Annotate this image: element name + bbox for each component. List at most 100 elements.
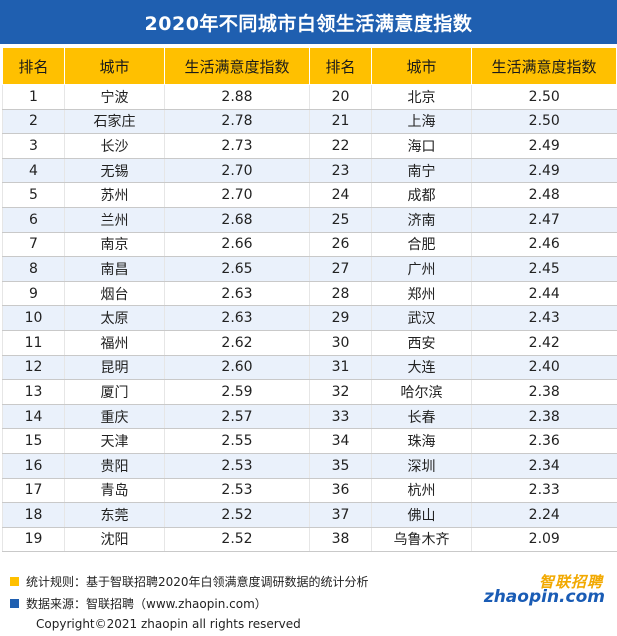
city-cell-right: 乌鲁木齐 <box>371 527 472 553</box>
table-row: 2 石家庄 2.78 21 上海 2.50 <box>2 109 617 135</box>
table-row: 1 宁波 2.88 20 北京 2.50 <box>2 84 617 110</box>
city-cell-right: 武汉 <box>371 305 472 331</box>
rank-cell-right: 38 <box>309 527 372 553</box>
index-cell-left: 2.65 <box>164 256 310 282</box>
index-cell-right: 2.34 <box>471 453 617 479</box>
table-row: 7 南京 2.66 26 合肥 2.46 <box>2 232 617 258</box>
city-cell-left: 烟台 <box>64 281 165 307</box>
city-cell-left: 长沙 <box>64 133 165 159</box>
rank-cell-left: 12 <box>2 355 65 381</box>
footnote-source-text: 数据来源：智联招聘（www.zhaopin.com） <box>26 597 267 611</box>
rank-cell-right: 28 <box>309 281 372 307</box>
rank-cell-left: 6 <box>2 207 65 233</box>
index-cell-left: 2.62 <box>164 330 310 356</box>
footnote-rule-text: 统计规则：基于智联招聘2020年白领满意度调研数据的统计分析 <box>26 575 369 589</box>
blue-square-icon <box>10 599 19 608</box>
rank-cell-right: 24 <box>309 182 372 208</box>
index-cell-right: 2.24 <box>471 502 617 528</box>
rank-cell-left: 3 <box>2 133 65 159</box>
logo-cn-text: 智联招聘 <box>538 573 603 591</box>
city-cell-left: 南京 <box>64 232 165 258</box>
table-row: 14 重庆 2.57 33 长春 2.38 <box>2 404 617 430</box>
index-cell-right: 2.44 <box>471 281 617 307</box>
rank-cell-right: 29 <box>309 305 372 331</box>
index-cell-left: 2.55 <box>164 428 310 454</box>
rank-cell-left: 17 <box>2 478 65 504</box>
city-cell-left: 青岛 <box>64 478 165 504</box>
rank-cell-right: 34 <box>309 428 372 454</box>
logo-en-text: zhaopin.com <box>483 587 605 607</box>
table-row: 8 南昌 2.65 27 广州 2.45 <box>2 256 617 282</box>
table-row: 13 厦门 2.59 32 哈尔滨 2.38 <box>2 379 617 405</box>
index-cell-right: 2.45 <box>471 256 617 282</box>
rank-cell-left: 11 <box>2 330 65 356</box>
city-cell-right: 长春 <box>371 404 472 430</box>
rank-cell-right: 27 <box>309 256 372 282</box>
city-cell-right: 成都 <box>371 182 472 208</box>
yellow-square-icon <box>10 577 19 586</box>
rank-cell-left: 5 <box>2 182 65 208</box>
header-index-right: 生活满意度指数 <box>471 47 617 85</box>
rank-cell-left: 2 <box>2 109 65 135</box>
city-cell-right: 珠海 <box>371 428 472 454</box>
rank-cell-left: 14 <box>2 404 65 430</box>
city-cell-right: 深圳 <box>371 453 472 479</box>
index-cell-left: 2.70 <box>164 182 310 208</box>
city-cell-right: 海口 <box>371 133 472 159</box>
city-cell-left: 昆明 <box>64 355 165 381</box>
city-cell-left: 太原 <box>64 305 165 331</box>
index-cell-left: 2.59 <box>164 379 310 405</box>
index-cell-right: 2.43 <box>471 305 617 331</box>
index-cell-right: 2.38 <box>471 404 617 430</box>
index-cell-left: 2.60 <box>164 355 310 381</box>
city-cell-right: 上海 <box>371 109 472 135</box>
header-city-left: 城市 <box>64 47 165 85</box>
table-row: 3 长沙 2.73 22 海口 2.49 <box>2 133 617 159</box>
index-cell-left: 2.63 <box>164 281 310 307</box>
rank-cell-left: 15 <box>2 428 65 454</box>
index-cell-left: 2.52 <box>164 527 310 553</box>
city-cell-left: 天津 <box>64 428 165 454</box>
city-cell-left: 重庆 <box>64 404 165 430</box>
header-rank-right: 排名 <box>309 47 372 85</box>
table-row: 11 福州 2.62 30 西安 2.42 <box>2 330 617 356</box>
city-cell-right: 合肥 <box>371 232 472 258</box>
city-cell-right: 广州 <box>371 256 472 282</box>
index-cell-left: 2.70 <box>164 158 310 184</box>
city-cell-left: 沈阳 <box>64 527 165 553</box>
city-cell-right: 济南 <box>371 207 472 233</box>
index-cell-right: 2.33 <box>471 478 617 504</box>
city-cell-left: 宁波 <box>64 84 165 110</box>
table-row: 9 烟台 2.63 28 郑州 2.44 <box>2 281 617 307</box>
ranking-table: 排名 城市 生活满意度指数 排名 城市 生活满意度指数 1 宁波 2.88 20 北京 2… <box>2 47 617 553</box>
table-body: 1 宁波 2.88 20 北京 2.50 2 石家庄 2.78 21 上海 2.50 3 长沙 2.73 22… <box>2 84 617 553</box>
rank-cell-right: 20 <box>309 84 372 110</box>
city-cell-left: 厦门 <box>64 379 165 405</box>
index-cell-right: 2.50 <box>471 109 617 135</box>
index-cell-right: 2.48 <box>471 182 617 208</box>
rank-cell-right: 37 <box>309 502 372 528</box>
city-cell-left: 福州 <box>64 330 165 356</box>
index-cell-right: 2.42 <box>471 330 617 356</box>
copyright: Copyright©2021 zhaopin all rights reserv… <box>36 617 301 631</box>
city-cell-right: 杭州 <box>371 478 472 504</box>
index-cell-right: 2.36 <box>471 428 617 454</box>
table-row: 15 天津 2.55 34 珠海 2.36 <box>2 428 617 454</box>
city-cell-left: 南昌 <box>64 256 165 282</box>
rank-cell-left: 8 <box>2 256 65 282</box>
city-cell-left: 兰州 <box>64 207 165 233</box>
zhaopin-logo: 智联招聘 zhaopin.com <box>483 571 605 615</box>
city-cell-right: 佛山 <box>371 502 472 528</box>
index-cell-left: 2.52 <box>164 502 310 528</box>
index-cell-right: 2.50 <box>471 84 617 110</box>
rank-cell-left: 10 <box>2 305 65 331</box>
city-cell-right: 北京 <box>371 84 472 110</box>
index-cell-left: 2.53 <box>164 453 310 479</box>
rank-cell-right: 30 <box>309 330 372 356</box>
rank-cell-right: 35 <box>309 453 372 479</box>
rank-cell-right: 21 <box>309 109 372 135</box>
table-row: 5 苏州 2.70 24 成都 2.48 <box>2 182 617 208</box>
rank-cell-left: 16 <box>2 453 65 479</box>
rank-cell-left: 18 <box>2 502 65 528</box>
index-cell-left: 2.63 <box>164 305 310 331</box>
